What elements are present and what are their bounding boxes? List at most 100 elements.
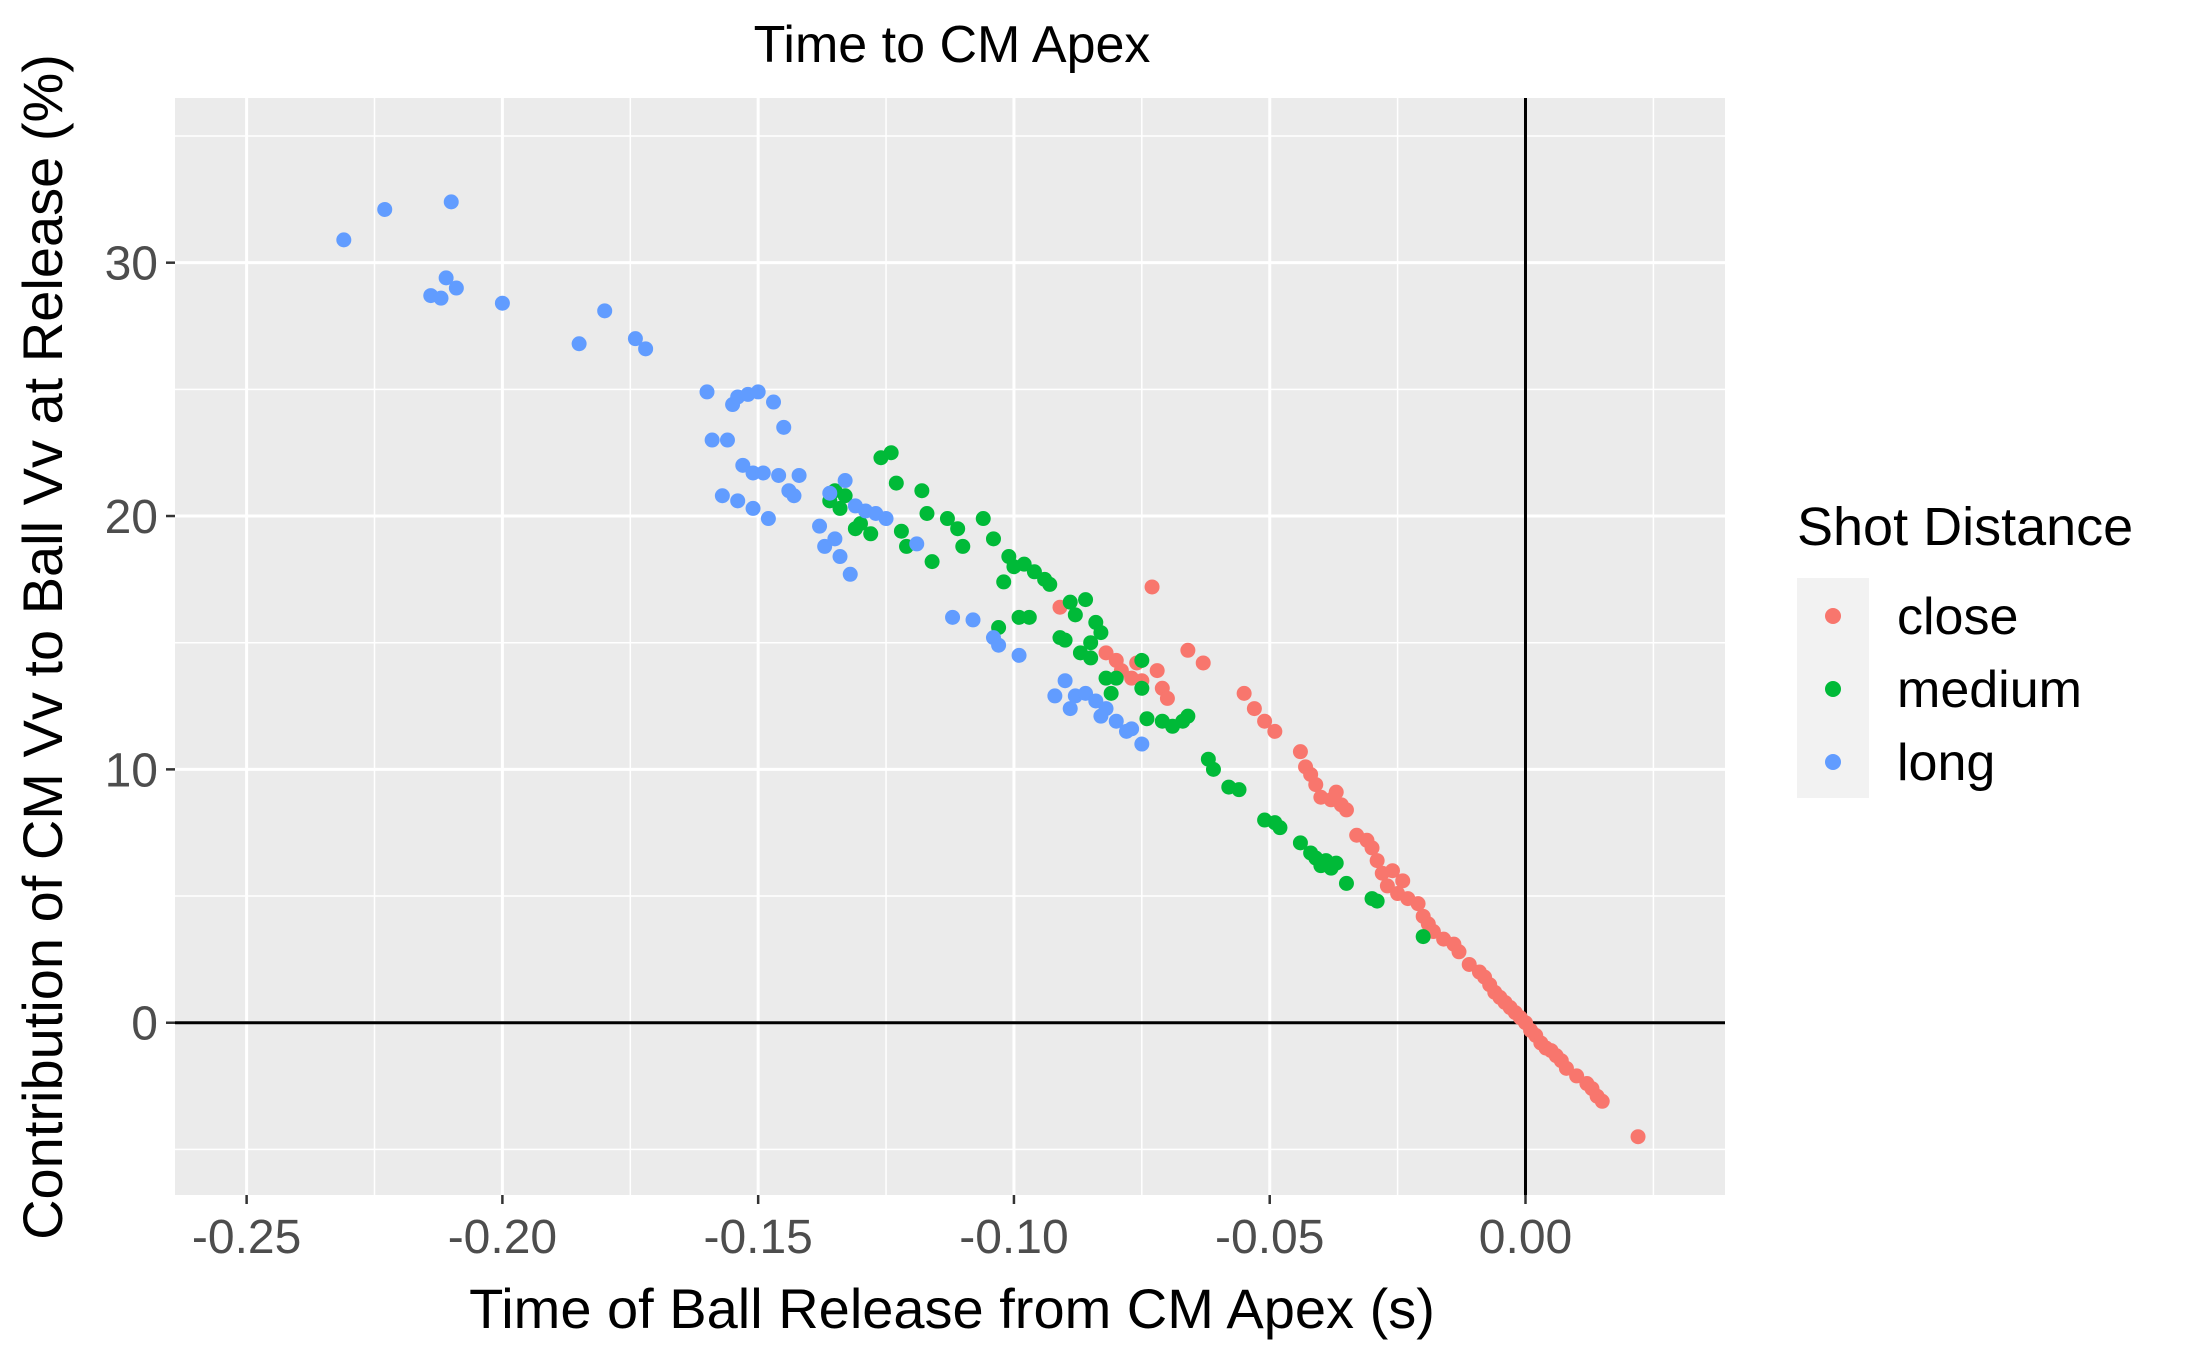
data-point-medium: [1062, 594, 1078, 610]
data-point-long: [494, 295, 510, 311]
data-point-long: [1057, 673, 1073, 689]
data-point-medium: [1083, 650, 1099, 666]
data-point-close: [1569, 1068, 1585, 1084]
data-point-close: [1364, 840, 1380, 856]
data-point-long: [1098, 701, 1114, 717]
y-tick-label: 10: [105, 744, 158, 797]
data-point-medium: [1016, 556, 1032, 572]
data-point-long: [817, 538, 833, 554]
data-point-medium: [1272, 820, 1288, 836]
data-point-long: [837, 473, 853, 489]
data-point-close: [1159, 690, 1175, 706]
data-point-long: [1047, 688, 1063, 704]
data-point-close: [1451, 944, 1467, 960]
data-point-medium: [888, 475, 904, 491]
data-point-long: [1108, 713, 1124, 729]
data-point-close: [1098, 645, 1114, 661]
data-point-medium: [1021, 609, 1037, 625]
data-point-medium: [1083, 635, 1099, 651]
series-medium: [822, 445, 1431, 945]
data-point-medium: [837, 488, 853, 504]
x-axis-ticks: -0.25 -0.20 -0.15 -0.10 -0.05 0.00: [192, 1195, 1572, 1264]
legend-label-close: close: [1897, 588, 2018, 646]
data-point-close: [1338, 802, 1354, 818]
data-point-long: [750, 384, 766, 400]
data-point-medium: [863, 526, 879, 542]
data-point-long: [719, 432, 735, 448]
data-point-medium: [1057, 632, 1073, 648]
data-point-long: [945, 609, 961, 625]
data-point-medium: [1103, 685, 1119, 701]
data-point-close: [1292, 744, 1308, 760]
data-point-long: [1134, 736, 1150, 752]
data-point-medium: [1093, 625, 1109, 641]
legend-item-close: close: [1825, 588, 2018, 646]
data-point-medium: [1338, 875, 1354, 891]
data-point-long: [627, 331, 643, 347]
series-close: [1052, 579, 1646, 1145]
data-point-long: [786, 488, 802, 504]
data-point-long: [760, 511, 776, 527]
data-point-long: [1124, 721, 1140, 737]
data-point-medium: [883, 445, 899, 461]
data-point-long: [443, 194, 459, 210]
data-point-medium: [1231, 782, 1247, 798]
data-point-long: [704, 432, 720, 448]
x-axis-title: Time of Ball Release from CM Apex (s): [469, 1277, 1435, 1340]
data-point-medium: [924, 554, 940, 570]
data-point-medium: [985, 531, 1001, 547]
data-point-close: [1144, 579, 1160, 595]
legend-items: close medium long: [1825, 588, 2082, 792]
legend-key-close: [1825, 608, 1841, 624]
data-point-close: [1369, 853, 1385, 869]
data-point-close: [1461, 956, 1477, 972]
data-point-long: [991, 637, 1007, 653]
data-point-long: [1078, 685, 1094, 701]
data-point-medium: [1205, 761, 1221, 777]
data-point-long: [812, 518, 828, 534]
x-tick-label: -0.15: [703, 1211, 812, 1264]
data-point-long: [827, 531, 843, 547]
y-tick-label: 0: [131, 998, 158, 1051]
legend-item-medium: medium: [1825, 661, 2082, 719]
data-point-close: [1246, 701, 1262, 717]
legend-title: Shot Distance: [1797, 497, 2133, 557]
data-point-long: [791, 467, 807, 483]
data-point-long: [735, 457, 751, 473]
chart-title: Time to CM Apex: [754, 16, 1151, 74]
data-point-long: [377, 201, 393, 217]
y-axis-ticks: 0 10 20 30: [105, 238, 175, 1051]
data-point-medium: [1292, 835, 1308, 851]
data-point-close: [1630, 1129, 1646, 1145]
data-point-medium: [919, 505, 935, 521]
data-point-medium: [955, 538, 971, 554]
x-tick-label: -0.10: [959, 1211, 1068, 1264]
legend: Shot Distance close medium long: [1797, 497, 2133, 798]
legend-key-long: [1825, 754, 1841, 770]
data-point-close: [1195, 655, 1211, 671]
data-point-medium: [975, 511, 991, 527]
data-point-long: [771, 467, 787, 483]
data-point-medium: [950, 521, 966, 537]
data-point-medium: [1108, 670, 1124, 686]
x-tick-label: 0.00: [1479, 1211, 1572, 1264]
data-point-medium: [1042, 576, 1058, 592]
data-point-long: [433, 290, 449, 306]
data-point-medium: [1415, 929, 1431, 945]
data-point-long: [699, 384, 715, 400]
data-point-long: [1011, 647, 1027, 663]
data-point-medium: [939, 511, 955, 527]
data-point-medium: [1078, 592, 1094, 608]
data-point-long: [438, 270, 454, 286]
data-point-long: [638, 341, 654, 357]
data-point-long: [714, 488, 730, 504]
data-point-long: [571, 336, 587, 352]
data-point-medium: [914, 483, 930, 499]
data-point-close: [1379, 878, 1395, 894]
reference-lines: [175, 98, 1725, 1195]
data-point-close: [1594, 1093, 1610, 1109]
legend-item-long: long: [1825, 734, 1995, 792]
x-tick-label: -0.20: [448, 1211, 557, 1264]
x-tick-label: -0.25: [192, 1211, 301, 1264]
